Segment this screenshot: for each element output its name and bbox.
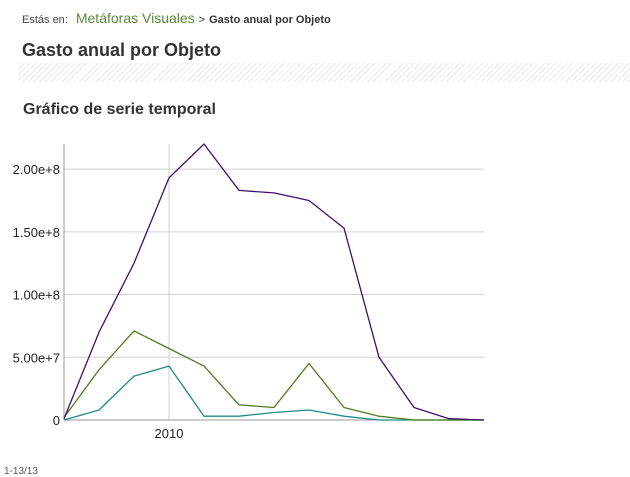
page-title: Gasto anual por Objeto <box>22 40 222 60</box>
series-line-2 <box>63 330 484 421</box>
y-tick-label: 0 <box>53 413 60 428</box>
series-line-3 <box>63 365 484 421</box>
y-tick-label: 2.00e+8 <box>13 162 60 177</box>
chart-title: Gráfico de serie temporal <box>23 101 216 118</box>
y-tick-label: 1.50e+8 <box>13 225 60 240</box>
x-tick-label: 2010 <box>155 426 184 441</box>
breadcrumb-link-metaforas-visuales[interactable]: Metáforas Visuales <box>75 10 195 26</box>
pagination-note: 1-13/13 <box>4 466 38 477</box>
breadcrumb-separator: > <box>198 14 206 26</box>
breadcrumb-prefix: Estás en: <box>22 14 68 26</box>
y-tick-label: 1.00e+8 <box>13 288 60 303</box>
breadcrumb-current: Gasto anual por Objeto <box>209 14 331 26</box>
title-hatch-divider <box>18 63 630 82</box>
series-line-1 <box>63 143 485 421</box>
breadcrumb: Estás en: Metáforas Visuales > Gasto anu… <box>22 10 331 30</box>
time-series-chart: 0 5.00e+7 1.00e+8 1.50e+8 2.00e+8 2010 <box>13 143 485 441</box>
y-tick-label: 5.00e+7 <box>13 350 60 365</box>
